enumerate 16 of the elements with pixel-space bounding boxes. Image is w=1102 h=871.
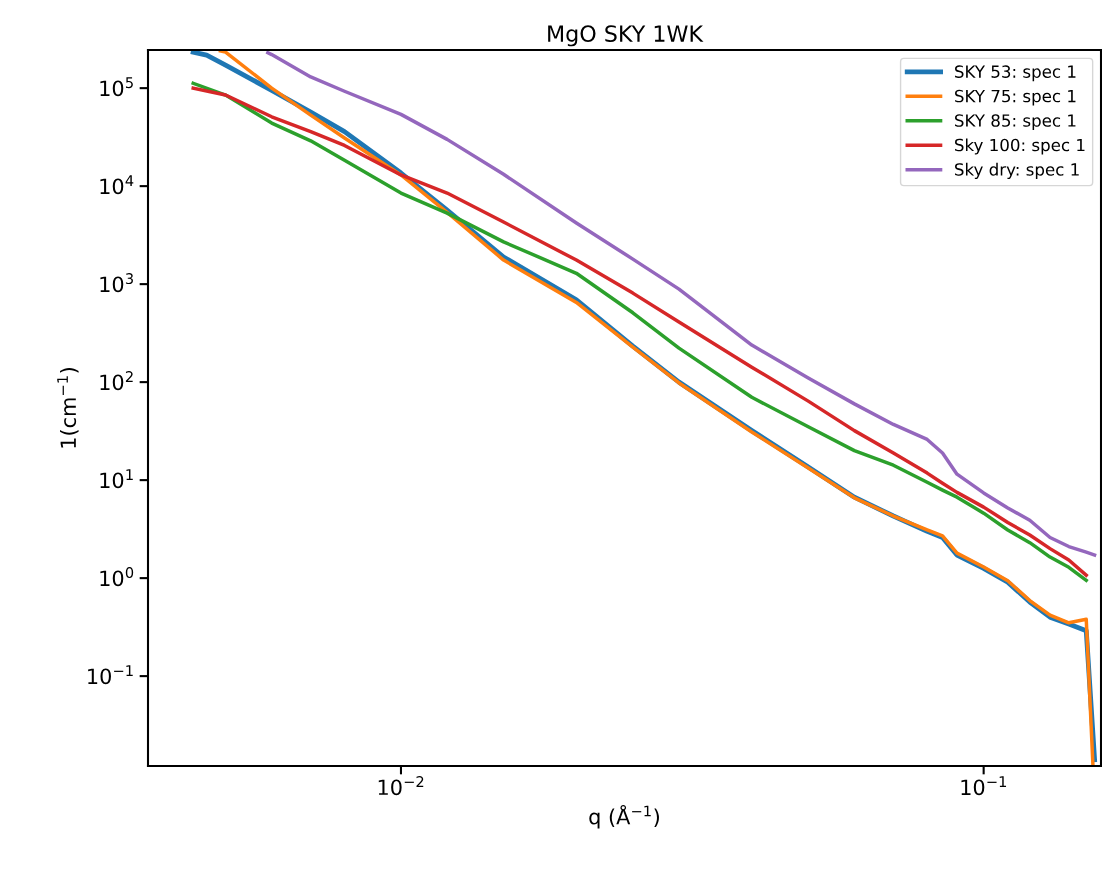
x-axis-title: q (Å$^{−1}$) [589, 804, 659, 829]
x-tick-label: 10$^{−2}$ [378, 776, 424, 796]
y-tick-label: 10$^{1}$ [100, 469, 133, 489]
y-tick-label: 10$^{5}$ [100, 77, 133, 97]
y-tick-label: 10$^{4}$ [100, 175, 134, 195]
y-tick-label: 10$^{2}$ [100, 371, 133, 391]
y-axis-title: 1(cm$^{−1}$) [57, 368, 79, 448]
legend-label: SKY 75: spec 1 [955, 89, 1076, 106]
y-tick-label: 10$^{3}$ [100, 273, 133, 293]
legend-label: SKY 85: spec 1 [955, 114, 1076, 131]
legend-label: SKY 53: spec 1 [955, 65, 1076, 82]
y-tick-label: 10$^{−1}$ [88, 665, 133, 685]
legend-label: Sky 100: spec 1 [955, 138, 1085, 155]
y-tick-label: 10$^{0}$ [100, 567, 134, 587]
legend-label: Sky dry: spec 1 [955, 162, 1079, 179]
chart-title: MgO SKY 1WK [548, 25, 704, 47]
